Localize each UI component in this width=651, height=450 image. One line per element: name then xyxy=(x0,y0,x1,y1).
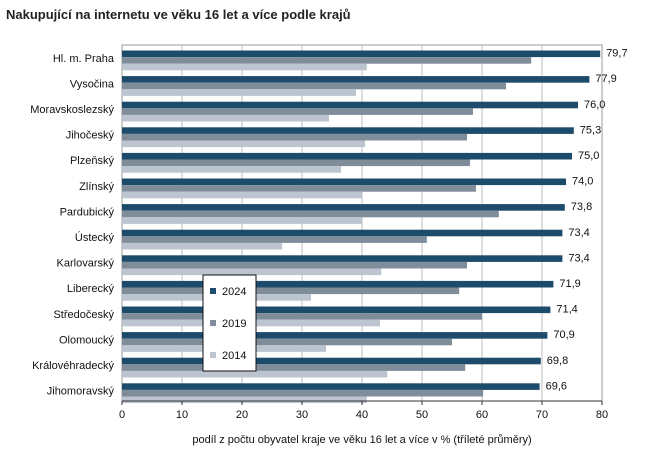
x-tick-label: 60 xyxy=(476,409,488,421)
x-tick-label: 10 xyxy=(176,409,188,421)
bar-2024 xyxy=(122,229,563,237)
category-label: Jihočeský xyxy=(66,130,115,142)
category-label: Karlovarský xyxy=(57,258,115,270)
bar-2019 xyxy=(122,338,452,346)
category-label: Plzeňský xyxy=(70,155,115,167)
value-label: 69,6 xyxy=(546,380,567,392)
x-tick-label: 0 xyxy=(119,409,125,421)
bar-2024 xyxy=(122,204,565,211)
bar-2014 xyxy=(122,370,388,378)
bar-2014 xyxy=(122,140,365,148)
bar-2024 xyxy=(122,280,554,288)
value-label: 75,3 xyxy=(580,124,601,136)
bar-2014 xyxy=(122,268,382,276)
bar-2019 xyxy=(122,261,467,269)
chart-title: Nakupující na internetu ve věku 16 let a… xyxy=(6,7,351,22)
bar-2024 xyxy=(122,127,574,134)
value-label: 79,7 xyxy=(606,48,627,60)
x-tick-label: 50 xyxy=(416,409,428,421)
bar-series xyxy=(122,50,601,404)
category-label: Královéhradecký xyxy=(32,360,114,372)
x-axis-label: podíl z počtu obyvatel kraje ve věku 16 … xyxy=(192,434,531,446)
bar-2024 xyxy=(122,255,563,262)
bar-2019 xyxy=(122,210,499,218)
bar-2024 xyxy=(122,306,551,314)
bar-2024 xyxy=(122,332,548,339)
bar-2014 xyxy=(122,114,329,122)
bar-2014 xyxy=(122,63,367,71)
bar-2019 xyxy=(122,57,532,64)
category-label: Zlínský xyxy=(79,181,114,193)
legend: 2024 2019 2014 xyxy=(202,274,257,372)
legend-label: 2024 xyxy=(222,286,246,298)
legend-swatch xyxy=(210,320,216,326)
x-tick-label: 30 xyxy=(296,409,308,421)
bar-2014 xyxy=(122,89,356,96)
bar-2019 xyxy=(122,159,470,167)
bar-2019 xyxy=(122,108,473,115)
category-label: Pardubický xyxy=(60,206,115,218)
bar-2019 xyxy=(122,82,506,90)
bar-2024 xyxy=(122,101,578,109)
bar-2019 xyxy=(122,389,484,397)
x-tick-label: 80 xyxy=(596,409,608,421)
category-label: Středočeský xyxy=(53,309,114,321)
bar-2019 xyxy=(122,287,460,295)
value-label: 71,9 xyxy=(559,278,580,290)
legend-label: 2014 xyxy=(222,350,246,362)
bar-2024 xyxy=(122,357,541,365)
category-label: Jihomoravský xyxy=(47,386,115,398)
legend-swatch xyxy=(210,352,216,358)
category-label: Liberecký xyxy=(67,283,115,295)
bar-2024 xyxy=(122,152,572,160)
category-label: Vysočina xyxy=(70,78,115,90)
bar-2019 xyxy=(122,313,482,320)
value-label: 73,4 xyxy=(568,252,589,264)
category-labels: Hl. m. Praha Vysočina Moravskoslezský Jihoč… xyxy=(30,53,115,398)
bar-2024 xyxy=(122,76,590,83)
bar-2024 xyxy=(122,178,566,186)
value-label: 71,4 xyxy=(556,304,577,316)
legend-label: 2019 xyxy=(222,318,246,330)
bar-2019 xyxy=(122,364,466,371)
value-labels: 79,7 77,9 76,0 75,3 75,0 74,0 73,8 73,4 73,4 71,9… xyxy=(546,48,628,393)
category-label: Ústecký xyxy=(75,231,115,244)
value-label: 75,0 xyxy=(578,150,599,162)
bar-2014 xyxy=(122,166,341,173)
bar-2024 xyxy=(122,383,540,390)
bar-2014 xyxy=(122,242,283,250)
x-tick-label: 40 xyxy=(356,409,368,421)
x-axis: 0 10 20 30 40 50 60 70 80 xyxy=(119,400,608,421)
bar-2014 xyxy=(122,217,362,224)
bar-2024 xyxy=(122,50,601,58)
category-label: Olomoucký xyxy=(59,334,115,346)
value-label: 76,0 xyxy=(584,99,605,111)
legend-swatch xyxy=(210,288,216,294)
value-label: 69,8 xyxy=(547,355,568,367)
value-label: 73,8 xyxy=(571,201,592,213)
bar-2019 xyxy=(122,236,427,243)
value-label: 77,9 xyxy=(595,73,616,85)
category-label: Hl. m. Praha xyxy=(53,53,115,65)
value-label: 70,9 xyxy=(553,329,574,341)
value-label: 73,4 xyxy=(568,227,589,239)
bar-2014 xyxy=(122,191,362,199)
x-tick-label: 20 xyxy=(236,409,248,421)
bar-2014 xyxy=(122,396,367,404)
category-label: Moravskoslezský xyxy=(30,104,114,116)
bar-2019 xyxy=(122,185,476,192)
x-tick-label: 70 xyxy=(536,409,548,421)
value-label: 74,0 xyxy=(572,176,593,188)
bar-2019 xyxy=(122,133,467,141)
